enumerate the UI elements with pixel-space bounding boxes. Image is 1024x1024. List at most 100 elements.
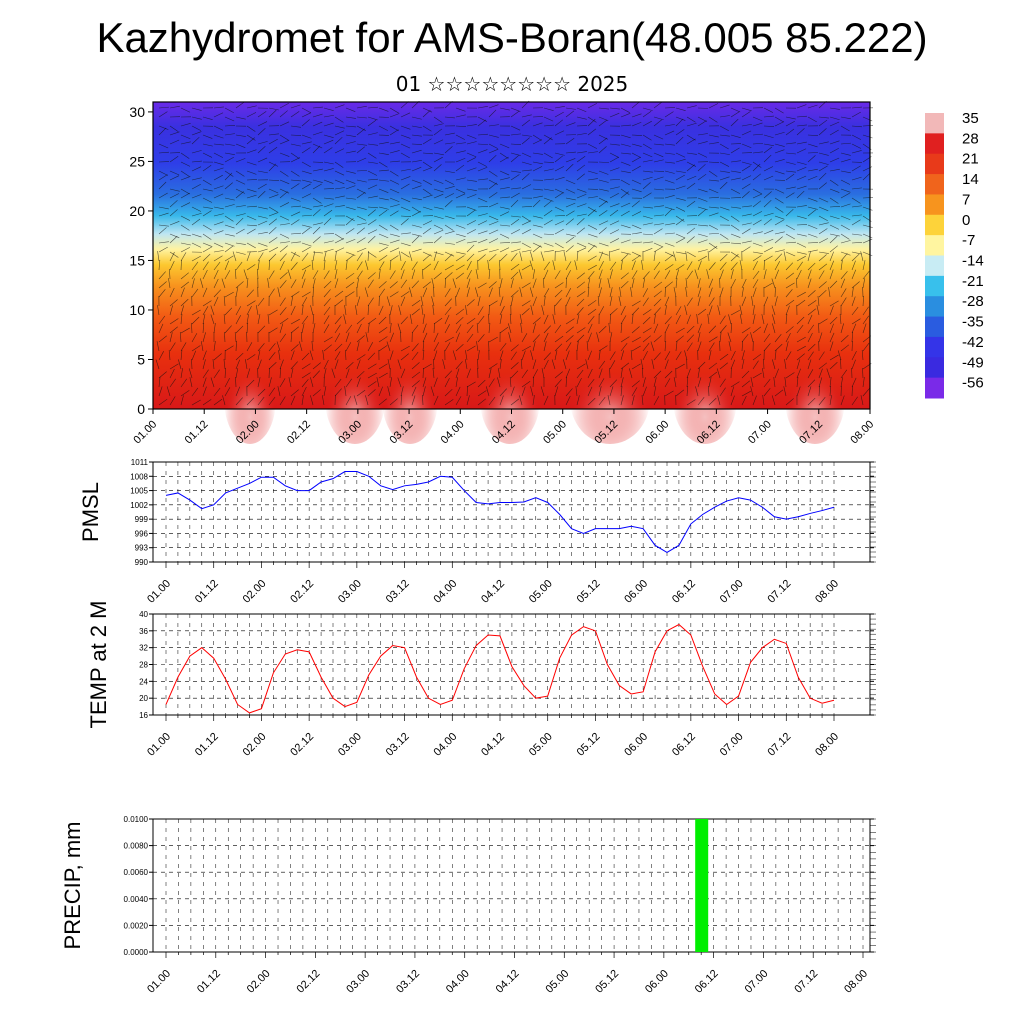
wind-barb [653,214,664,217]
wind-barb [554,242,564,249]
wind-barb [620,191,629,199]
wind-barb [356,143,367,146]
wind-barb [389,332,395,343]
wind-barb [708,179,719,182]
wind-barb [796,242,807,248]
wind-barb [862,388,870,397]
wind-barb [829,245,838,253]
x-tick-label: 01.00 [145,968,173,996]
wind-barb [268,253,277,262]
wind-barb [576,188,587,193]
wind-barb [609,178,620,181]
wind-barb [387,359,391,370]
wind-barb [191,288,199,298]
wind-barb [587,151,598,154]
wind-barb [498,287,501,298]
wind-barb [444,253,453,262]
wind-barb [345,324,353,334]
y-tick-label: 25 [129,153,145,169]
wind-barb [290,252,296,262]
wind-barb [389,233,400,237]
wind-barb [444,179,455,185]
wind-barb [224,325,232,334]
wind-barb [840,152,851,156]
wind-barb [246,179,258,181]
wind-barb [565,210,575,217]
wind-barb [719,378,726,388]
wind-barb [455,224,466,229]
wind-barb [444,336,454,343]
wind-barb [477,143,488,145]
wind-barb [697,152,708,158]
wind-barb [750,377,754,388]
wind-barb [752,116,763,122]
wind-barb [708,287,713,298]
wind-barb [774,350,777,361]
wind-barb [565,288,571,298]
wind-barb [862,251,873,257]
wind-barb [565,277,567,289]
wind-barb [431,296,435,307]
wind-barb [585,359,589,370]
wind-barb [829,157,840,163]
wind-barb [576,369,584,379]
wind-barb [466,240,477,244]
wind-barb [609,167,620,172]
wind-barb [344,386,347,397]
wind-barb [334,333,341,343]
wind-barb [752,200,762,208]
wind-barb [675,335,684,343]
wind-barb [400,368,406,379]
wind-barb [530,386,534,397]
wind-barb [762,368,765,379]
wind-barb [433,229,444,235]
wind-barb [697,120,707,127]
wind-barb [378,233,389,239]
wind-barb [169,175,180,181]
wind-barb [267,314,270,325]
wind-barb [598,368,603,379]
wind-barb [323,260,326,271]
wind-barb [774,231,785,235]
wind-barb [444,146,453,154]
wind-barb [642,170,653,173]
wind-barb [741,359,745,370]
wind-barb [213,278,219,289]
wind-barb [851,111,861,118]
wind-barb [323,179,334,184]
wind-barb [631,363,641,370]
wind-barb [444,288,451,298]
wind-barb [664,111,674,118]
wind-barb [774,149,785,154]
wind-barb [818,270,825,280]
wind-barb [356,278,359,289]
wind-barb [719,115,730,118]
wind-barb [519,314,523,325]
wind-barb [818,152,829,156]
wind-barb [224,215,234,222]
wind-barb [554,152,565,156]
wind-barb [752,163,761,172]
wind-barb [158,271,166,280]
wind-barb [620,161,631,166]
wind-barb [389,247,400,253]
wind-barb [378,209,388,217]
wind-barb [367,352,376,361]
wind-barb [576,395,580,406]
wind-barb [389,113,400,118]
wind-barb [389,350,394,361]
wind-barb [158,351,164,361]
wind-barb [224,260,230,271]
wind-barb [851,197,861,204]
wind-barb [246,379,255,388]
wind-barb [400,152,410,159]
wind-barb [664,107,676,109]
wind-barb [279,253,287,262]
wind-barb [455,177,466,181]
wind-barb [796,291,806,298]
wind-barb [773,377,776,388]
wind-barb [268,163,277,172]
wind-barb [191,150,202,154]
wind-barb [290,395,296,406]
wind-barb [697,332,701,343]
